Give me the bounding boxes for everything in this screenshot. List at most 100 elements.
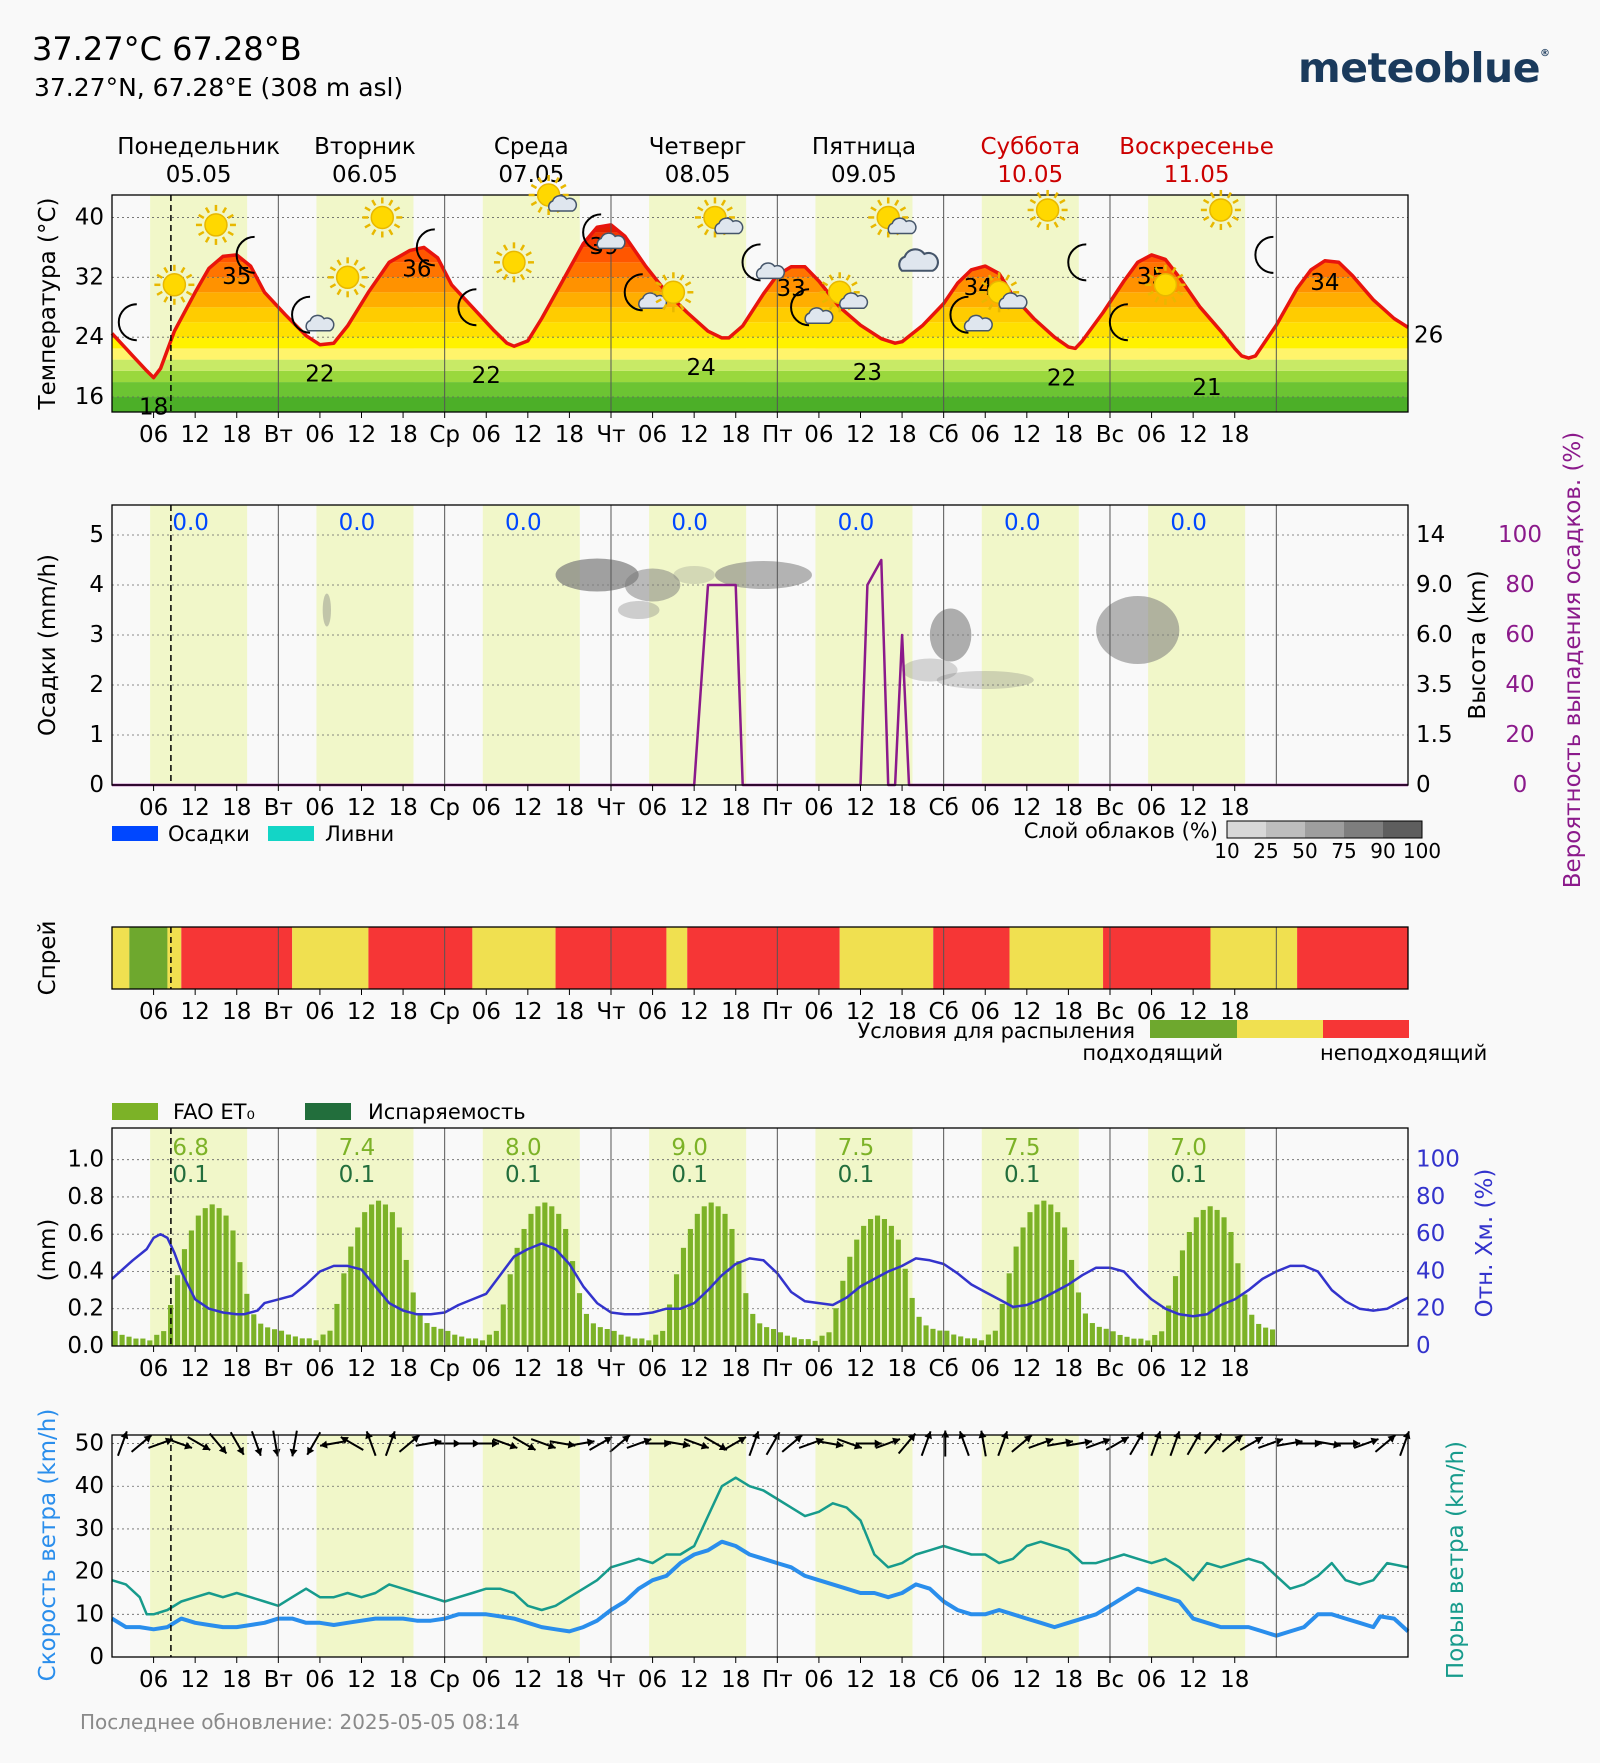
x-tick-label: 12 bbox=[513, 999, 542, 1025]
moon-icon bbox=[1108, 303, 1128, 342]
wind-direction-arrow bbox=[837, 1438, 863, 1450]
x-tick-label: 12 bbox=[181, 1356, 210, 1382]
humidity-y-tick: 0 bbox=[1416, 1333, 1431, 1359]
x-tick-label: 06 bbox=[1137, 795, 1166, 821]
sun-ray bbox=[180, 296, 186, 303]
humidity-y-tick: 60 bbox=[1416, 1221, 1445, 1247]
et0-bar bbox=[992, 1330, 998, 1346]
et0-bar bbox=[445, 1330, 451, 1346]
temperature-band bbox=[112, 348, 1408, 360]
moon-shape bbox=[790, 288, 810, 327]
wind-direction-arrow bbox=[492, 1438, 518, 1450]
arrow-head bbox=[892, 1437, 901, 1446]
x-tick-label: Чт bbox=[596, 795, 625, 821]
wind-direction-arrow bbox=[1239, 1436, 1264, 1451]
sun-ray bbox=[679, 303, 685, 311]
arrow-head bbox=[1023, 1435, 1032, 1443]
daily-precip-total: 0.0 bbox=[838, 510, 875, 536]
sun-ray bbox=[502, 244, 509, 251]
arrow-head bbox=[853, 1441, 862, 1450]
x-tick-label: Чт bbox=[596, 422, 625, 448]
et0-bar bbox=[216, 1208, 222, 1346]
et0-bar bbox=[1124, 1336, 1130, 1346]
cloud-body bbox=[839, 292, 869, 310]
cloud-shape bbox=[596, 232, 626, 250]
et0-bar bbox=[611, 1330, 617, 1346]
et-y-tick: 0.2 bbox=[67, 1296, 104, 1322]
sun-ray bbox=[1176, 273, 1184, 279]
x-tick-label: Пт bbox=[762, 999, 793, 1025]
et0-bar bbox=[542, 1202, 548, 1346]
arrow-head bbox=[491, 1439, 499, 1448]
x-tick-label: Сб bbox=[929, 1356, 959, 1382]
x-tick-label: 18 bbox=[887, 795, 916, 821]
sun-ray bbox=[870, 206, 877, 212]
probability-y-tick: 20 bbox=[1505, 722, 1534, 748]
et0-bar bbox=[1075, 1292, 1082, 1346]
cloud-shape bbox=[898, 248, 939, 272]
arrow-head bbox=[236, 1446, 244, 1455]
et0-bar bbox=[514, 1247, 520, 1346]
wind-direction-arrow bbox=[1085, 1437, 1111, 1449]
et0-bar bbox=[154, 1334, 160, 1346]
x-tick-label: 06 bbox=[305, 795, 334, 821]
daily-precip-total: 0.0 bbox=[505, 510, 542, 536]
cloud-layer-blob bbox=[617, 601, 660, 619]
arrow-head bbox=[1234, 1435, 1243, 1443]
sun-ray bbox=[364, 206, 371, 212]
height-y-tick: 0 bbox=[1416, 772, 1431, 798]
arrow-head bbox=[1387, 1435, 1396, 1443]
temperature-value-label: 34 bbox=[964, 275, 993, 301]
sun-cloud-icon bbox=[979, 272, 1028, 313]
et0-bar bbox=[168, 1305, 174, 1346]
et0-bar bbox=[438, 1328, 444, 1346]
temperature-frame bbox=[111, 194, 1409, 413]
cloud-layer-blob bbox=[673, 566, 715, 584]
sun-ray bbox=[163, 296, 169, 303]
sun-ray bbox=[1232, 198, 1239, 205]
et0-bar bbox=[971, 1338, 978, 1346]
meteoblue-logo[interactable]: meteoblue® bbox=[1298, 44, 1550, 92]
wind-direction-arrow bbox=[398, 1434, 421, 1453]
cloud-shape bbox=[638, 292, 668, 310]
wind-direction-arrow bbox=[229, 1431, 245, 1456]
daily-et0: 7.5 bbox=[838, 1135, 875, 1161]
x-tick-label: Вс bbox=[1096, 795, 1124, 821]
et0-bar bbox=[382, 1204, 389, 1346]
x-tick-label: Пт bbox=[762, 1356, 793, 1382]
sun-ray bbox=[894, 199, 900, 206]
day-name: Среда bbox=[494, 134, 569, 160]
et0-bar bbox=[507, 1274, 513, 1346]
sun-disc bbox=[204, 213, 228, 237]
cloud-layer-blob bbox=[714, 561, 812, 589]
sun-ray bbox=[684, 281, 692, 287]
et0-bar bbox=[1048, 1204, 1054, 1346]
cloud-legend-tick: 100 bbox=[1403, 839, 1441, 863]
spray-segment bbox=[472, 927, 556, 989]
day-date: 11.05 bbox=[1164, 162, 1230, 188]
sun-ray bbox=[697, 206, 704, 212]
x-tick-label: 06 bbox=[139, 422, 168, 448]
et0-bar bbox=[369, 1204, 375, 1346]
et0-bar bbox=[667, 1304, 673, 1346]
et0-bar bbox=[348, 1246, 354, 1346]
sun-ray bbox=[877, 228, 883, 236]
sun-ray bbox=[388, 228, 394, 236]
et0-bar bbox=[944, 1330, 950, 1346]
legend-label-rain: Осадки bbox=[168, 822, 250, 846]
sun-ray bbox=[393, 206, 401, 212]
x-tick-label: 06 bbox=[472, 999, 501, 1025]
temperature-y-tick: 24 bbox=[75, 324, 104, 350]
humidity-y-tick: 40 bbox=[1416, 1258, 1445, 1284]
et0-bar bbox=[126, 1336, 132, 1346]
et0-bar bbox=[909, 1297, 915, 1346]
sun-ray bbox=[870, 223, 877, 229]
spray-segment bbox=[839, 927, 934, 989]
temperature-value-label: 18 bbox=[139, 395, 168, 421]
arrow-head bbox=[1084, 1438, 1093, 1447]
et0-bar bbox=[694, 1213, 700, 1346]
arrow-head bbox=[604, 1437, 613, 1445]
x-tick-label: 12 bbox=[1012, 1356, 1041, 1382]
sun-disc bbox=[661, 280, 686, 305]
